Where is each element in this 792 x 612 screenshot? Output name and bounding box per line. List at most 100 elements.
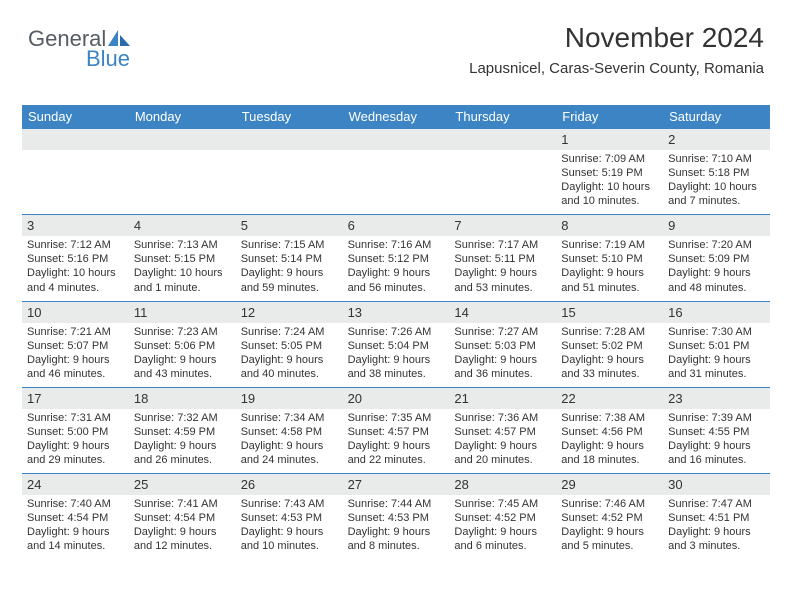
day-details: Sunrise: 7:47 AMSunset: 4:51 PMDaylight:… <box>663 495 770 559</box>
sunset-text: Sunset: 5:09 PM <box>668 252 765 266</box>
day-number: 6 <box>343 215 450 236</box>
daylight-text: and 8 minutes. <box>348 539 445 553</box>
day-header-row: Sunday Monday Tuesday Wednesday Thursday… <box>22 105 770 129</box>
day-number: 21 <box>449 388 556 409</box>
day-header: Monday <box>129 105 236 129</box>
sunrise-text: Sunrise: 7:10 AM <box>668 152 765 166</box>
details-row: Sunrise: 7:12 AMSunset: 5:16 PMDaylight:… <box>22 236 770 300</box>
sunset-text: Sunset: 4:57 PM <box>454 425 551 439</box>
calendar-location: Lapusnicel, Caras-Severin County, Romani… <box>469 60 764 77</box>
daylight-text: and 12 minutes. <box>134 539 231 553</box>
day-details: Sunrise: 7:09 AMSunset: 5:19 PMDaylight:… <box>556 150 663 214</box>
day-details: Sunrise: 7:24 AMSunset: 5:05 PMDaylight:… <box>236 323 343 387</box>
sunset-text: Sunset: 5:06 PM <box>134 339 231 353</box>
sunrise-text: Sunrise: 7:44 AM <box>348 497 445 511</box>
daylight-text: Daylight: 9 hours <box>241 439 338 453</box>
daylight-text: Daylight: 9 hours <box>454 353 551 367</box>
day-number: 4 <box>129 215 236 236</box>
daylight-text: Daylight: 10 hours <box>561 180 658 194</box>
sunrise-text: Sunrise: 7:36 AM <box>454 411 551 425</box>
sunset-text: Sunset: 4:53 PM <box>348 511 445 525</box>
daylight-text: and 4 minutes. <box>27 281 124 295</box>
day-details: Sunrise: 7:10 AMSunset: 5:18 PMDaylight:… <box>663 150 770 214</box>
details-row: Sunrise: 7:40 AMSunset: 4:54 PMDaylight:… <box>22 495 770 559</box>
sunset-text: Sunset: 5:02 PM <box>561 339 658 353</box>
day-number <box>449 129 556 150</box>
sunset-text: Sunset: 5:19 PM <box>561 166 658 180</box>
daylight-text: and 14 minutes. <box>27 539 124 553</box>
day-header: Wednesday <box>343 105 450 129</box>
day-number: 12 <box>236 302 343 323</box>
sunrise-text: Sunrise: 7:28 AM <box>561 325 658 339</box>
calendar-title: November 2024 <box>469 22 764 54</box>
sunset-text: Sunset: 5:04 PM <box>348 339 445 353</box>
daylight-text: and 6 minutes. <box>454 539 551 553</box>
daylight-text: and 5 minutes. <box>561 539 658 553</box>
day-number: 28 <box>449 474 556 495</box>
day-details: Sunrise: 7:15 AMSunset: 5:14 PMDaylight:… <box>236 236 343 300</box>
sunset-text: Sunset: 4:58 PM <box>241 425 338 439</box>
sunset-text: Sunset: 4:54 PM <box>134 511 231 525</box>
details-row: Sunrise: 7:21 AMSunset: 5:07 PMDaylight:… <box>22 323 770 387</box>
day-details: Sunrise: 7:28 AMSunset: 5:02 PMDaylight:… <box>556 323 663 387</box>
daynum-row: 12 <box>22 129 770 150</box>
day-number: 18 <box>129 388 236 409</box>
daylight-text: Daylight: 9 hours <box>134 353 231 367</box>
day-details <box>449 150 556 214</box>
day-details: Sunrise: 7:23 AMSunset: 5:06 PMDaylight:… <box>129 323 236 387</box>
sunset-text: Sunset: 5:10 PM <box>561 252 658 266</box>
day-number <box>129 129 236 150</box>
sunrise-text: Sunrise: 7:41 AM <box>134 497 231 511</box>
day-number: 27 <box>343 474 450 495</box>
day-details: Sunrise: 7:13 AMSunset: 5:15 PMDaylight:… <box>129 236 236 300</box>
day-details: Sunrise: 7:44 AMSunset: 4:53 PMDaylight:… <box>343 495 450 559</box>
daynum-row: 24252627282930 <box>22 474 770 495</box>
daylight-text: and 43 minutes. <box>134 367 231 381</box>
day-number: 24 <box>22 474 129 495</box>
daylight-text: and 18 minutes. <box>561 453 658 467</box>
weeks-container: 12Sunrise: 7:09 AMSunset: 5:19 PMDayligh… <box>22 129 770 560</box>
daylight-text: and 33 minutes. <box>561 367 658 381</box>
day-number: 3 <box>22 215 129 236</box>
sunrise-text: Sunrise: 7:27 AM <box>454 325 551 339</box>
sunrise-text: Sunrise: 7:15 AM <box>241 238 338 252</box>
sunrise-text: Sunrise: 7:21 AM <box>27 325 124 339</box>
daylight-text: and 1 minute. <box>134 281 231 295</box>
day-header: Tuesday <box>236 105 343 129</box>
sunrise-text: Sunrise: 7:46 AM <box>561 497 658 511</box>
daylight-text: Daylight: 9 hours <box>27 439 124 453</box>
day-number: 8 <box>556 215 663 236</box>
day-number <box>22 129 129 150</box>
day-number: 25 <box>129 474 236 495</box>
sunrise-text: Sunrise: 7:13 AM <box>134 238 231 252</box>
daylight-text: and 40 minutes. <box>241 367 338 381</box>
daylight-text: Daylight: 10 hours <box>668 180 765 194</box>
day-details <box>129 150 236 214</box>
sunset-text: Sunset: 4:55 PM <box>668 425 765 439</box>
day-details: Sunrise: 7:39 AMSunset: 4:55 PMDaylight:… <box>663 409 770 473</box>
daylight-text: and 59 minutes. <box>241 281 338 295</box>
day-header: Friday <box>556 105 663 129</box>
sunset-text: Sunset: 5:00 PM <box>27 425 124 439</box>
day-details: Sunrise: 7:19 AMSunset: 5:10 PMDaylight:… <box>556 236 663 300</box>
day-details: Sunrise: 7:46 AMSunset: 4:52 PMDaylight:… <box>556 495 663 559</box>
daylight-text: Daylight: 9 hours <box>241 353 338 367</box>
sunrise-text: Sunrise: 7:23 AM <box>134 325 231 339</box>
day-number <box>343 129 450 150</box>
day-details: Sunrise: 7:36 AMSunset: 4:57 PMDaylight:… <box>449 409 556 473</box>
daylight-text: and 53 minutes. <box>454 281 551 295</box>
daylight-text: and 10 minutes. <box>241 539 338 553</box>
daylight-text: Daylight: 9 hours <box>241 266 338 280</box>
day-number: 22 <box>556 388 663 409</box>
day-number: 10 <box>22 302 129 323</box>
day-header: Saturday <box>663 105 770 129</box>
sunset-text: Sunset: 5:01 PM <box>668 339 765 353</box>
sunset-text: Sunset: 5:16 PM <box>27 252 124 266</box>
day-details: Sunrise: 7:45 AMSunset: 4:52 PMDaylight:… <box>449 495 556 559</box>
brand-logo: General Blue <box>28 28 130 70</box>
daylight-text: Daylight: 9 hours <box>668 353 765 367</box>
daylight-text: and 48 minutes. <box>668 281 765 295</box>
day-details: Sunrise: 7:21 AMSunset: 5:07 PMDaylight:… <box>22 323 129 387</box>
day-details: Sunrise: 7:12 AMSunset: 5:16 PMDaylight:… <box>22 236 129 300</box>
daylight-text: Daylight: 9 hours <box>668 439 765 453</box>
